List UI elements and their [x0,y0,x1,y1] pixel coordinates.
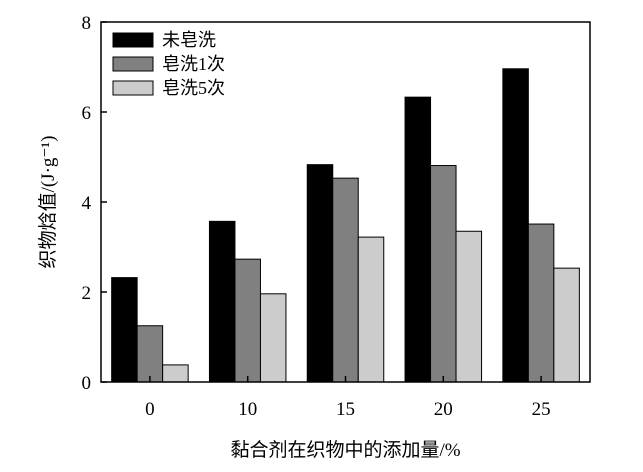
bar-3-15 [357,236,385,383]
x-tick-label: 15 [336,399,355,420]
legend-swatch-3 [112,80,154,96]
bar-2-15 [332,177,359,383]
bar-1-25 [502,68,529,383]
legend-label-1: 未皂洗 [162,30,216,50]
bar-3-25 [553,267,580,383]
legend-label-2: 皂洗1次 [162,54,225,74]
y-tick-label: 0 [82,373,92,394]
y-axis-label: 织物焓值/(J·g⁻¹) [37,136,59,269]
bar-1-20 [404,96,432,383]
x-tick-label: 0 [145,399,155,420]
legend-swatch-1 [112,32,154,48]
x-axis-label: 黏合剂在织物中的添加量/% [230,439,460,461]
x-tick-label: 25 [532,399,551,420]
bars-group [111,68,580,383]
bar-2-10 [234,258,261,383]
legend-swatch-2 [112,56,154,72]
bar-3-0 [162,364,189,383]
bar-2-0 [136,325,164,383]
x-tick-label: 10 [238,399,257,420]
bar-2-25 [527,223,555,383]
bar-3-20 [455,230,483,383]
x-axis-ticks: 0 10 15 20 25 [145,376,551,420]
bar-1-0 [111,277,138,383]
legend-label-3: 皂洗5次 [162,78,225,98]
bar-1-15 [306,164,334,383]
y-axis-ticks: 0 2 4 6 8 [82,13,107,394]
y-tick-label: 6 [82,103,92,124]
y-tick-label: 4 [82,193,92,214]
bar-3-10 [259,293,287,383]
bar-2-20 [430,165,457,383]
x-tick-label: 20 [434,399,453,420]
y-tick-label: 2 [82,283,92,304]
y-tick-label: 8 [82,13,92,34]
bar-1-10 [208,220,236,383]
